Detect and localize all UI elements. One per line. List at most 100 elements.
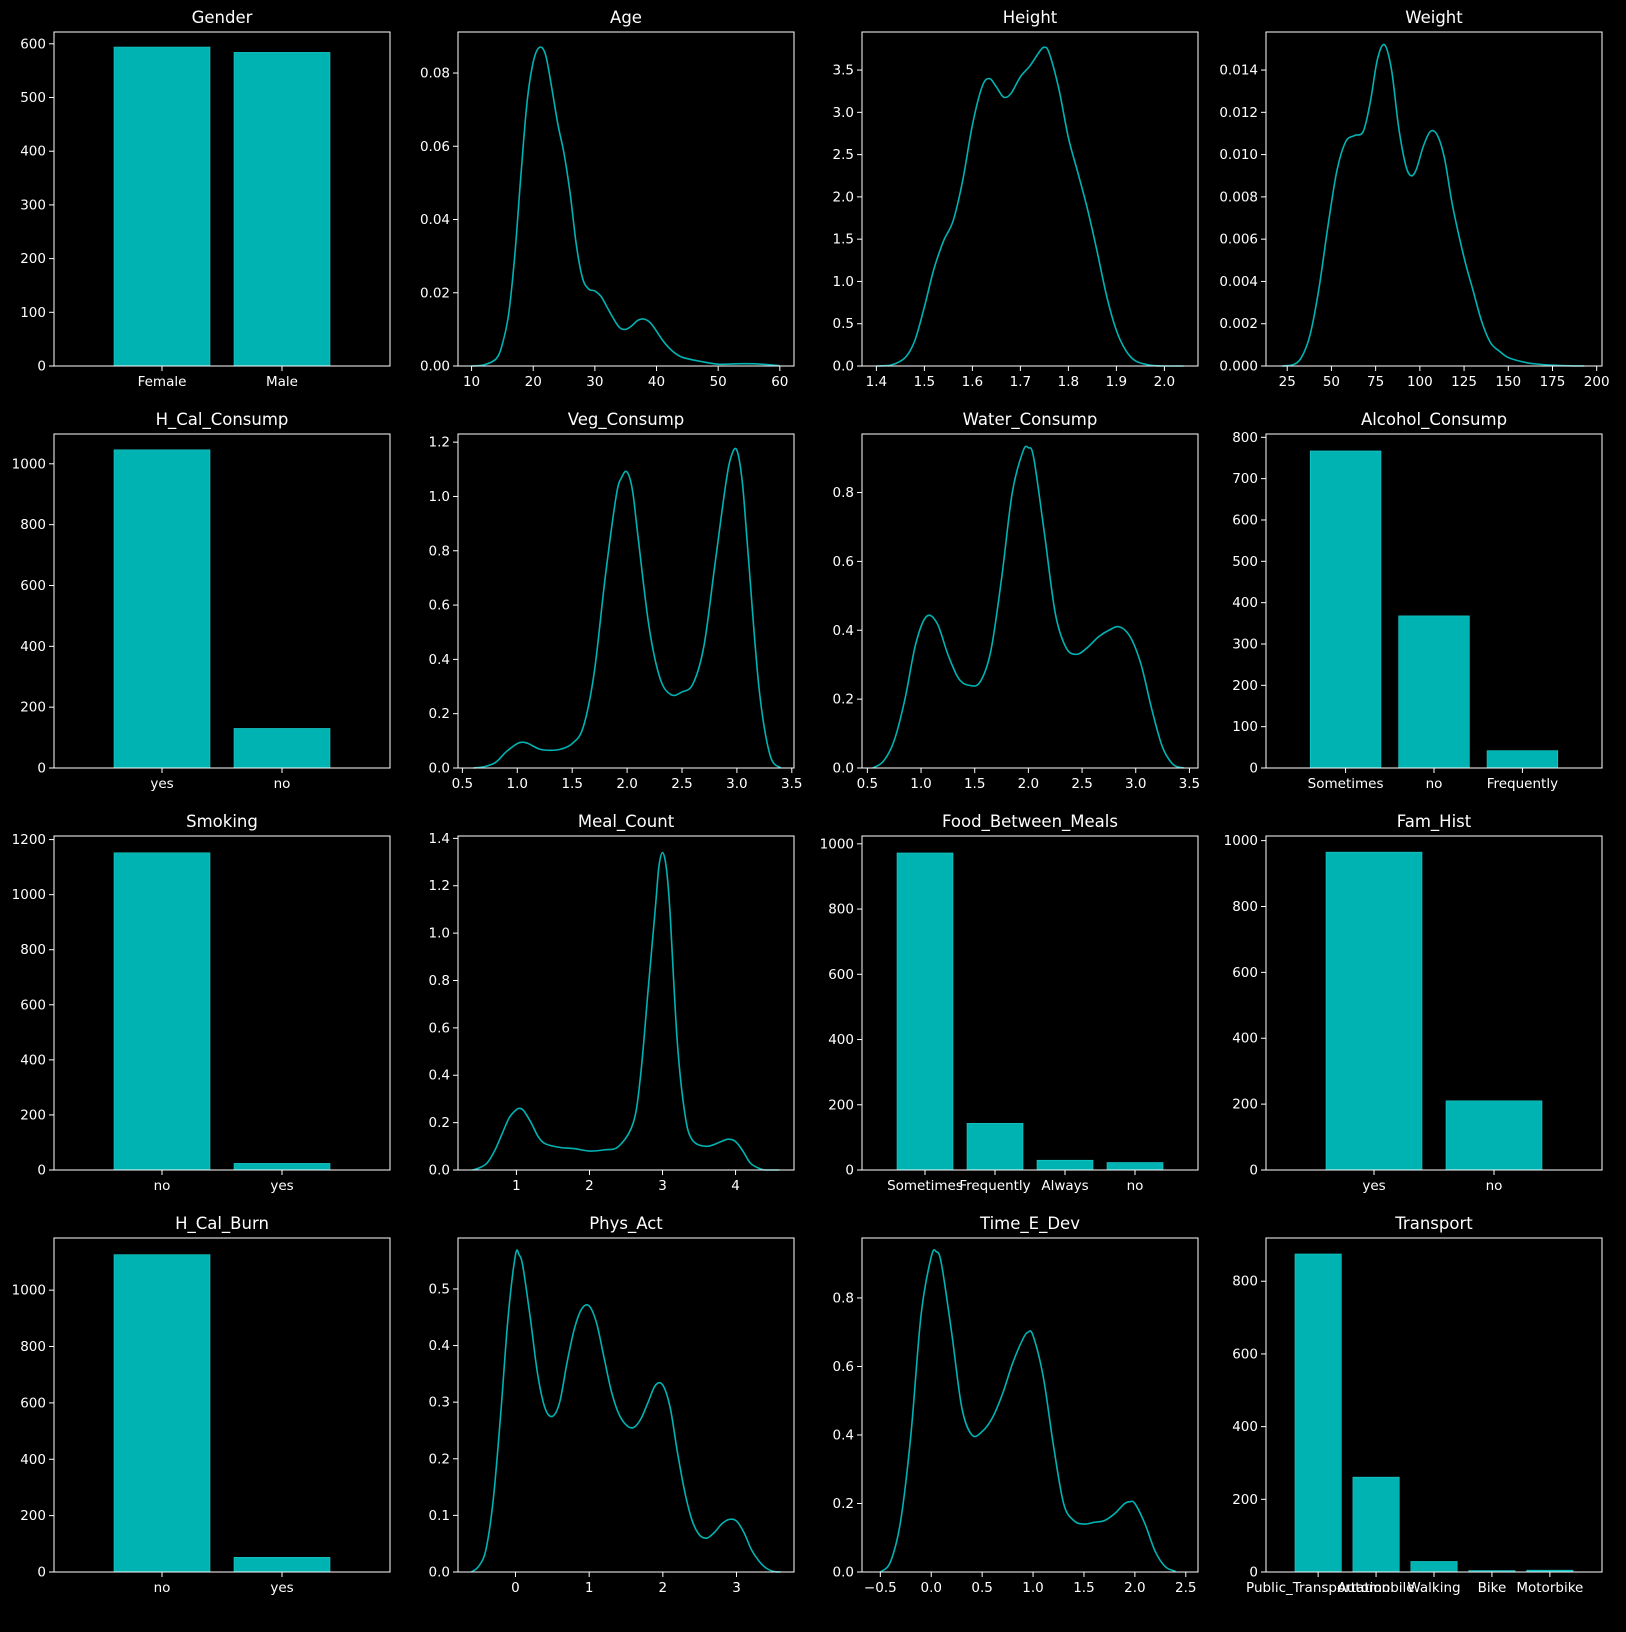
y-tick-label: 0.0 [833,359,854,375]
y-tick-label: 0.002 [1219,316,1258,332]
y-tick-label: 0.014 [1219,63,1258,79]
axes-frame [53,433,391,769]
chart-title: Fam_Hist [1397,812,1472,832]
y-tick-label: 0.5 [429,1281,450,1297]
y-tick-label: 1.0 [429,489,450,505]
y-tick-label: 0 [845,1163,854,1179]
x-tick-label: 2 [659,1580,668,1596]
chart-title: H_Cal_Burn [175,1214,269,1234]
x-tick-label: Automobile [1337,1580,1414,1596]
y-tick-label: 0.4 [833,1427,854,1443]
x-tick-label: no [1426,776,1443,792]
x-tick-label: 40 [648,374,665,390]
y-tick-label: 0.6 [429,598,450,614]
x-tick-label: 60 [771,374,788,390]
chart-title: Veg_Consump [568,410,685,430]
chart-title: Weight [1405,8,1463,27]
x-tick-label: 125 [1451,374,1477,390]
x-tick-label: 0.5 [452,776,473,792]
chart-panel-water-consump: Water_Consump 0.0 0.2 0.4 0.6 0.8 0.5 1.0 1.5 2.0… [833,410,1201,792]
y-tick-label: 0 [37,1565,46,1581]
axes-frame [861,31,1199,367]
chart-title: Gender [192,8,253,27]
axes-frame [53,835,391,1171]
y-tick-label: 600 [1232,965,1258,981]
y-tick-label: 0.06 [420,139,450,155]
x-tick-label: Public_Transportation [1246,1580,1390,1596]
y-tick-label: 3.0 [833,105,854,121]
x-tick-label: 2.0 [1018,776,1039,792]
y-tick-label: 100 [20,305,46,321]
x-tick-label: 1.0 [1022,1580,1043,1596]
chart-panel-gender: Gender 0 100 200 300 400 500 600 Female Male [20,8,391,390]
density-line [472,851,780,1171]
density-line [473,447,782,769]
y-tick-label: 400 [1232,1031,1258,1047]
y-tick-label: 1200 [12,832,46,848]
y-tick-label: 1.0 [833,274,854,290]
axes-frame [457,1237,795,1573]
x-tick-label: 1.0 [507,776,528,792]
x-tick-label: Bike [1478,1580,1507,1596]
x-tick-label: 3.0 [1125,776,1146,792]
axes-frame [1265,31,1603,367]
axes-frame [861,1237,1199,1573]
bar-always [1036,1159,1094,1171]
y-tick-label: 1000 [820,836,854,852]
y-tick-label: 0.8 [429,543,450,559]
bar-no [233,728,331,769]
x-tick-label: Sometimes [887,1178,963,1194]
x-tick-label: yes [1362,1178,1385,1194]
x-tick-label: −0.5 [864,1580,897,1596]
x-tick-label: 150 [1495,374,1521,390]
x-tick-label: 1.0 [910,776,931,792]
y-tick-label: 0.8 [833,485,854,501]
bar-public-transportation [1294,1253,1342,1573]
density-line [470,1249,781,1573]
x-tick-label: 2.5 [1175,1580,1196,1596]
x-tick-label: yes [150,776,173,792]
y-tick-label: 0.4 [429,1338,450,1354]
y-tick-label: 0.0 [833,1565,854,1581]
x-tick-label: no [1127,1178,1144,1194]
y-tick-label: 600 [1232,512,1258,528]
y-tick-label: 400 [20,1052,46,1068]
y-tick-label: 0.08 [420,66,450,82]
chart-title: H_Cal_Consump [156,410,289,430]
x-tick-label: Frequently [959,1178,1030,1194]
x-tick-label: 1 [512,1178,521,1194]
x-tick-label: 2 [585,1178,594,1194]
chart-panel-smoking: Smoking 0 200 400 600 800 1000 1200 no yes [12,812,391,1194]
y-tick-label: 300 [20,197,46,213]
x-tick-label: 10 [463,374,480,390]
y-tick-label: 0.6 [833,1359,854,1375]
y-tick-label: 800 [1232,1274,1258,1290]
chart-panel-veg-consump: Veg_Consump 0.0 0.2 0.4 0.6 0.8 1.0 1.2 0.5 1.0 1.… [429,410,803,792]
y-tick-label: 600 [828,967,854,983]
y-tick-label: 0.0 [429,1163,450,1179]
y-tick-label: 800 [20,942,46,958]
density-line [471,46,780,367]
x-tick-label: 50 [1323,374,1340,390]
y-tick-label: 0.000 [1219,359,1258,375]
bar-yes [113,449,211,769]
chart-title: Time_E_Dev [979,1214,1080,1234]
y-tick-label: 0.4 [429,652,450,668]
x-tick-label: 3 [658,1178,667,1194]
y-tick-label: 1.4 [429,831,450,847]
x-tick-label: 2.5 [671,776,692,792]
y-tick-label: 0.2 [429,706,450,722]
y-tick-label: 0.012 [1219,105,1258,121]
chart-title: Age [610,8,642,27]
x-tick-label: Male [266,374,298,390]
density-line [872,445,1185,769]
y-tick-label: 1.0 [429,926,450,942]
x-tick-label: yes [270,1580,293,1596]
y-tick-label: 0.3 [429,1395,450,1411]
chart-title: Water_Consump [963,410,1098,430]
y-tick-label: 2.0 [833,189,854,205]
y-tick-label: 200 [20,700,46,716]
chart-title: Height [1003,8,1058,27]
chart-panel-age: Age 0.00 0.02 0.04 0.06 0.08 10 20 30 40 50 60 [420,8,795,390]
y-tick-label: 0.2 [429,1115,450,1131]
